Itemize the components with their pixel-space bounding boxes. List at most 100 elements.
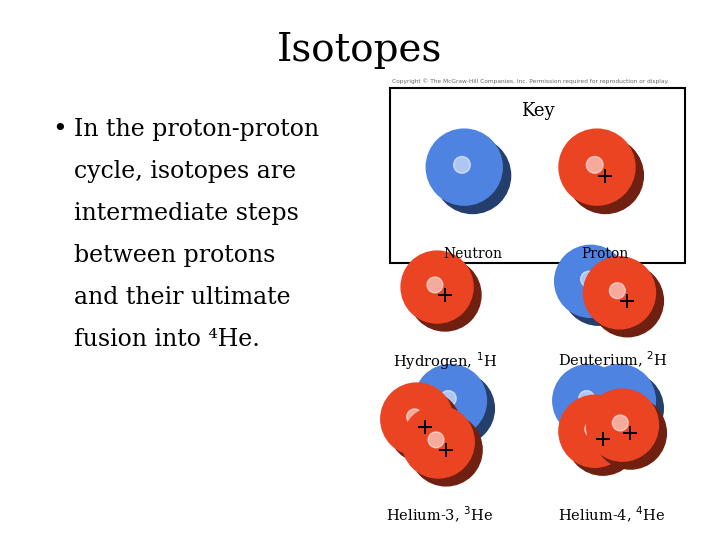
Circle shape bbox=[606, 409, 646, 449]
Circle shape bbox=[559, 129, 635, 205]
Text: between protons: between protons bbox=[74, 244, 275, 267]
Circle shape bbox=[433, 437, 454, 458]
Circle shape bbox=[412, 262, 466, 316]
Circle shape bbox=[456, 407, 460, 410]
Circle shape bbox=[555, 367, 624, 435]
Circle shape bbox=[585, 422, 614, 450]
Circle shape bbox=[426, 430, 459, 463]
Circle shape bbox=[566, 378, 616, 428]
Circle shape bbox=[438, 141, 495, 198]
Circle shape bbox=[440, 143, 493, 196]
Circle shape bbox=[598, 168, 610, 180]
Circle shape bbox=[409, 413, 470, 474]
Circle shape bbox=[383, 385, 451, 454]
Circle shape bbox=[416, 418, 431, 433]
Circle shape bbox=[442, 446, 449, 453]
Text: Deuterium, $^2$H: Deuterium, $^2$H bbox=[558, 350, 668, 370]
Circle shape bbox=[581, 417, 617, 453]
Circle shape bbox=[600, 437, 604, 441]
Circle shape bbox=[608, 389, 640, 421]
Circle shape bbox=[430, 380, 477, 427]
Circle shape bbox=[616, 290, 634, 308]
Circle shape bbox=[417, 367, 485, 435]
Circle shape bbox=[624, 427, 634, 437]
Circle shape bbox=[435, 138, 510, 213]
Circle shape bbox=[454, 157, 470, 173]
Circle shape bbox=[418, 421, 464, 468]
Circle shape bbox=[610, 283, 639, 312]
Circle shape bbox=[435, 439, 453, 457]
Circle shape bbox=[597, 270, 647, 320]
Circle shape bbox=[626, 429, 633, 436]
Circle shape bbox=[567, 138, 644, 213]
Circle shape bbox=[593, 396, 654, 457]
Circle shape bbox=[434, 384, 474, 424]
Circle shape bbox=[432, 382, 475, 426]
Circle shape bbox=[564, 254, 621, 312]
Circle shape bbox=[568, 259, 618, 309]
Circle shape bbox=[436, 286, 451, 301]
Circle shape bbox=[623, 404, 630, 411]
Circle shape bbox=[579, 390, 595, 407]
Circle shape bbox=[423, 373, 495, 444]
Circle shape bbox=[568, 380, 615, 427]
Circle shape bbox=[385, 387, 450, 452]
Circle shape bbox=[594, 430, 608, 445]
Circle shape bbox=[562, 374, 619, 431]
Circle shape bbox=[573, 143, 626, 196]
Circle shape bbox=[601, 382, 644, 426]
Circle shape bbox=[608, 411, 644, 447]
Circle shape bbox=[590, 371, 651, 433]
Circle shape bbox=[590, 402, 601, 413]
Circle shape bbox=[409, 259, 481, 331]
Circle shape bbox=[466, 168, 477, 180]
Circle shape bbox=[445, 395, 467, 417]
Circle shape bbox=[433, 136, 498, 201]
Circle shape bbox=[568, 138, 629, 199]
Circle shape bbox=[585, 421, 600, 437]
Circle shape bbox=[606, 279, 642, 315]
Circle shape bbox=[588, 261, 652, 326]
Circle shape bbox=[436, 387, 472, 423]
Text: cycle, isotopes are: cycle, isotopes are bbox=[74, 160, 296, 183]
Circle shape bbox=[403, 253, 472, 322]
Circle shape bbox=[456, 159, 483, 186]
Circle shape bbox=[428, 432, 444, 448]
Text: Proton: Proton bbox=[582, 247, 629, 261]
Circle shape bbox=[621, 424, 636, 438]
Circle shape bbox=[405, 255, 470, 320]
Circle shape bbox=[575, 145, 625, 195]
Circle shape bbox=[454, 404, 462, 411]
Circle shape bbox=[428, 131, 500, 204]
Circle shape bbox=[583, 364, 655, 437]
Circle shape bbox=[594, 376, 648, 430]
Circle shape bbox=[588, 400, 603, 414]
Circle shape bbox=[413, 417, 467, 471]
Circle shape bbox=[389, 391, 461, 463]
Circle shape bbox=[596, 433, 607, 443]
Circle shape bbox=[444, 448, 448, 451]
Circle shape bbox=[410, 260, 467, 318]
Circle shape bbox=[426, 275, 458, 308]
Circle shape bbox=[562, 131, 634, 204]
Circle shape bbox=[451, 154, 486, 189]
Circle shape bbox=[447, 397, 465, 416]
Circle shape bbox=[577, 389, 609, 421]
Circle shape bbox=[420, 422, 428, 430]
Circle shape bbox=[445, 147, 490, 193]
Circle shape bbox=[381, 383, 453, 455]
Circle shape bbox=[423, 273, 459, 309]
Bar bbox=[390, 88, 685, 263]
Circle shape bbox=[599, 272, 646, 319]
Circle shape bbox=[407, 410, 472, 475]
Circle shape bbox=[596, 287, 600, 291]
Circle shape bbox=[565, 402, 626, 463]
Circle shape bbox=[438, 288, 449, 299]
Circle shape bbox=[394, 396, 444, 447]
Circle shape bbox=[588, 369, 652, 434]
Circle shape bbox=[431, 134, 499, 202]
Circle shape bbox=[603, 276, 643, 316]
Circle shape bbox=[611, 413, 643, 446]
Circle shape bbox=[428, 378, 478, 428]
Circle shape bbox=[412, 414, 433, 435]
